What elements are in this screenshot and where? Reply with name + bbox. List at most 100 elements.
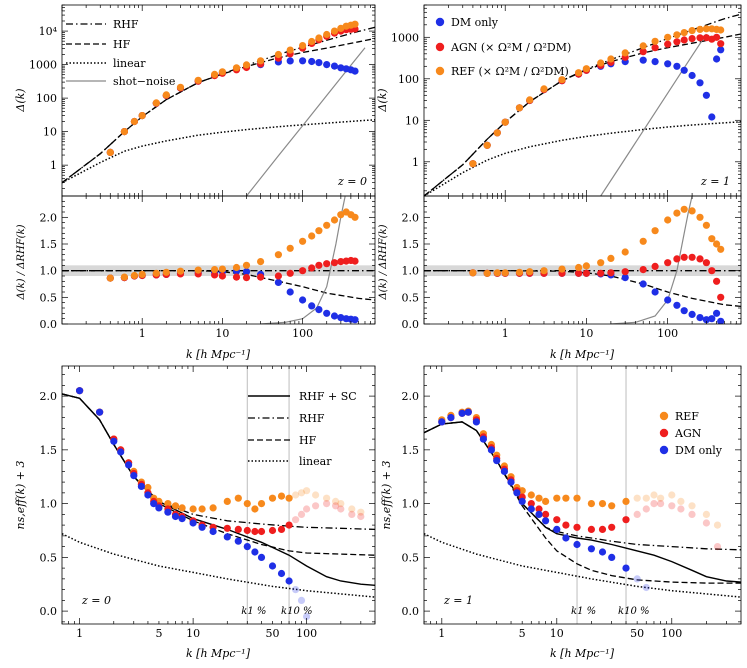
p2-line-shot-noise <box>600 33 707 196</box>
p5-point-ref-24 <box>292 491 300 499</box>
panel-power-z0: 1 10 100 1000 10⁴ <box>29 4 376 197</box>
p4-point-dm-22 <box>713 309 721 317</box>
p1-line-hf <box>62 37 375 184</box>
p1-ytick-label: 100 <box>36 92 57 105</box>
p1-point-ref-23 <box>351 20 359 28</box>
p6-point-ref-24 <box>650 491 658 499</box>
p4-point-ref-19 <box>696 213 704 221</box>
p2-point-ref-4 <box>515 104 524 112</box>
p1-point-ref-16 <box>308 37 316 46</box>
p2-point-ref-11 <box>607 55 615 63</box>
p2-point-dm-20 <box>702 91 711 99</box>
p3-point-dm-16 <box>308 302 316 310</box>
p1-point-ref-4 <box>152 99 160 107</box>
p5-point-dm-17 <box>234 537 242 545</box>
p2-point-dm-17 <box>680 66 688 74</box>
p5-point-agn-16 <box>223 524 231 532</box>
p6-point-dm-8 <box>500 467 508 475</box>
p3-point-ref-7 <box>194 266 202 274</box>
legend-agn-label-2: AGN <box>674 427 702 440</box>
p6-point-agn-26 <box>668 502 676 510</box>
p4-point-agn-13 <box>639 266 647 274</box>
p2-point-dm-16 <box>673 62 681 70</box>
p3-point-agn-17 <box>315 261 323 269</box>
p2-point-ref-9 <box>582 65 591 73</box>
p4-point-agn-15 <box>664 259 672 267</box>
ylabel-ratio-left: Δ(k) / ΔRHF(k) <box>16 224 27 300</box>
p3-point-ref-0 <box>106 274 114 282</box>
p4-point-dm-17 <box>680 307 688 315</box>
p2-point-dm-18 <box>688 71 696 80</box>
legend-linear-label: linear <box>113 57 146 70</box>
p4-point-ref-7 <box>558 265 566 273</box>
p5-line-hf <box>62 393 375 556</box>
p6-point-dm-0 <box>438 418 446 426</box>
p5-point-dm-1 <box>96 408 104 416</box>
p3-ytick-label: 0.0 <box>40 318 58 331</box>
p6-kline-label-0: k1 % <box>571 606 596 617</box>
p5-point-agn-20 <box>257 527 266 536</box>
legend-linear-label-2: linear <box>299 455 332 468</box>
p2-point-dm-19 <box>696 79 704 87</box>
p4-xtick-label: 100 <box>657 327 678 340</box>
p2-point-ref-10 <box>597 59 605 67</box>
p6-point-agn-15 <box>553 516 561 524</box>
p2-point-agn-14 <box>651 44 659 52</box>
redshift-label-p6: z = 1 <box>443 594 473 607</box>
p6-point-ref-14 <box>542 497 550 505</box>
p3-point-ref-2 <box>130 271 138 280</box>
legend-agn-marker-2 <box>659 428 669 438</box>
p3-point-dm-20 <box>337 314 345 322</box>
p5-line-linear <box>62 533 375 598</box>
p4-ytick-label: 1.5 <box>402 238 420 251</box>
p4-point-agn-22 <box>713 277 721 285</box>
p4-point-agn-17 <box>680 253 688 261</box>
p3-ytick-label: 0.5 <box>40 291 58 304</box>
p5-point-agn-21 <box>268 526 277 535</box>
p4-point-dm-19 <box>696 314 704 322</box>
p3-point-dm-14 <box>286 288 294 296</box>
p4-plot-area <box>424 196 741 324</box>
p2-point-ref-3 <box>501 118 509 126</box>
p5-point-ref-23 <box>285 494 293 502</box>
p2-point-dm-14 <box>651 58 659 66</box>
p1-point-dm-18 <box>323 61 331 69</box>
p6-point-agn-22 <box>633 510 641 518</box>
p5-point-ref-12 <box>178 504 186 512</box>
p4-point-dm-23 <box>717 317 725 324</box>
p3-point-ref-23 <box>351 213 359 221</box>
p1-point-dm-14 <box>286 57 294 65</box>
p6-point-ref-18 <box>587 500 596 508</box>
xlabel-top-left: k [h Mpc⁻¹] <box>186 348 251 361</box>
p6-point-dm-17 <box>573 540 581 549</box>
panel-slope-z0: k1 % k10 % 1 5 10 50 100 0.0 0.5 1.0 1.5 2.0 <box>40 365 376 640</box>
legend-panel-5: RHF + SC RHF HF linear <box>248 390 357 468</box>
p2-point-ref-23 <box>717 26 725 34</box>
p5-point-agn-29 <box>332 502 340 510</box>
p3-ytick-label: 1.5 <box>40 238 58 251</box>
p5-point-agn-26 <box>303 505 311 513</box>
p3-point-ref-11 <box>242 261 251 269</box>
panel-ratio-z1: 1 10 100 0.0 0.5 1.0 1.5 2.0 <box>402 195 742 340</box>
legend-panel-2: DM only AGN (× Ω²M / Ω²DM) REF (× Ω²M / … <box>435 16 571 78</box>
p3-point-agn-18 <box>323 260 331 268</box>
p1-point-ref-10 <box>232 64 241 72</box>
legend-shot-label: shot−noise <box>113 75 175 88</box>
legend-dm-label-2: DM only <box>675 444 723 457</box>
p6-point-dm-10 <box>513 489 521 497</box>
p6-point-dm-12 <box>527 505 535 513</box>
p5-ytick-label: 2.0 <box>40 390 58 403</box>
p6-point-dm-9 <box>507 478 515 486</box>
xlabel-bottom-right: k [h Mpc⁻¹] <box>550 647 615 660</box>
p5-point-agn-17 <box>234 525 242 534</box>
p5-point-dm-16 <box>223 533 231 541</box>
p2-point-agn-22 <box>713 33 721 41</box>
p6-point-dm-2 <box>458 409 466 417</box>
p6-point-dm-23 <box>642 583 650 592</box>
p2-point-dm-21 <box>708 113 716 121</box>
p4-ytick-label: 0.5 <box>402 291 420 304</box>
p3-point-agn-8 <box>211 271 219 279</box>
p5-point-ref-19 <box>251 505 259 513</box>
p4-point-agn-14 <box>651 262 659 270</box>
p6-point-ref-21 <box>622 497 630 505</box>
